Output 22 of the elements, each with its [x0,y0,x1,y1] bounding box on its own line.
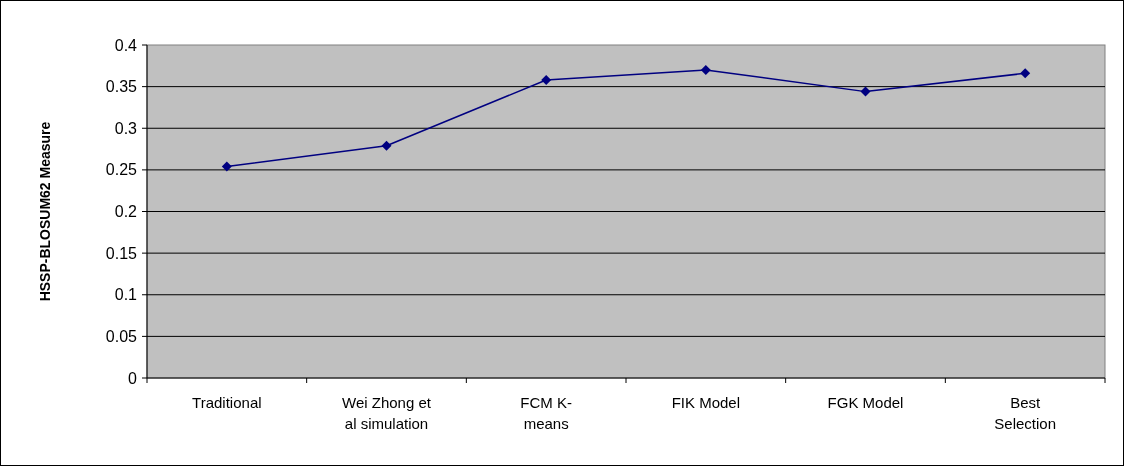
x-tick-label: FIK Model [671,394,741,411]
y-tick-label: 0.15 [105,244,138,262]
y-tick-label: 0 [128,369,138,387]
y-tick-label: 0.1 [114,286,138,304]
y-axis-title: HSSP-BLOSUM62 Measure [37,121,53,302]
point [860,86,871,97]
x-tick-label: FGK Model [827,394,904,411]
x-tick-label: FCM K-means [520,394,572,432]
point [541,74,552,85]
x-tick-label: Best Selection [994,394,1057,432]
point [221,161,232,172]
point [381,140,392,151]
point [1020,68,1031,79]
y-tick-label: 0.4 [114,36,138,54]
y-tick-label: 0.05 [105,327,138,345]
x-tick-label: Wei Zhong et al simulation [342,394,432,432]
point [700,64,711,75]
y-tick-label: 0.2 [114,203,138,221]
y-tick-label: 0.25 [105,161,138,179]
y-tick-label: 0.35 [105,78,138,96]
y-tick-label: 0.3 [114,119,138,137]
x-tick-label: Traditional [192,394,262,411]
